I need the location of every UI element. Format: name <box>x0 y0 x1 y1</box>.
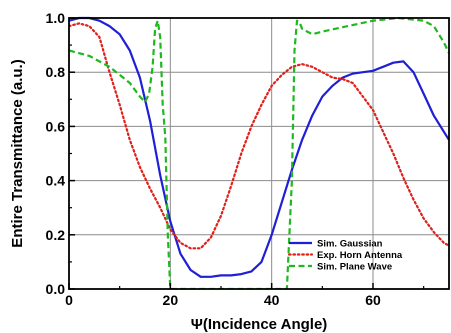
y-tick-label: 0.0 <box>46 281 66 297</box>
series-line-2 <box>69 16 449 289</box>
axis-ticks <box>68 17 425 290</box>
x-axis-title: Ψ(Incidence Angle) <box>191 316 328 333</box>
y-tick-label: 0.4 <box>46 173 66 189</box>
legend-label-0: Sim. Gaussian <box>317 239 383 250</box>
series-line-1 <box>69 22 449 250</box>
x-tick-label: 20 <box>163 292 179 308</box>
plot-frame <box>68 17 450 290</box>
series-line-0 <box>69 16 449 278</box>
grid-lines <box>69 18 449 289</box>
tick-labels: 0 20 40 60 0.0 0.2 0.4 0.6 0.8 1.0 <box>46 10 381 308</box>
y-tick-label: 0.8 <box>46 64 66 80</box>
y-tick-label: 1.0 <box>46 10 66 26</box>
series-lines <box>69 16 449 289</box>
y-tick-label: 0.2 <box>46 227 66 243</box>
legend-label-2: Sim. Plane Wave <box>317 262 392 273</box>
x-tick-label: 60 <box>365 292 381 308</box>
x-tick-label: 0 <box>65 292 73 308</box>
x-tick-label: 40 <box>264 292 280 308</box>
legend-label-1: Exp. Horn Antenna <box>317 250 403 261</box>
y-axis-title: Entire Transmittance (a.u.) <box>9 59 26 247</box>
y-tick-label: 0.6 <box>46 118 66 134</box>
